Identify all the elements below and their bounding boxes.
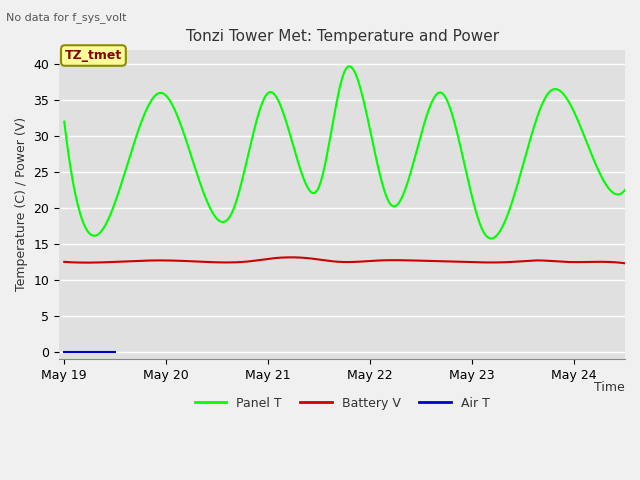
Text: Time: Time bbox=[595, 381, 625, 394]
Text: TZ_tmet: TZ_tmet bbox=[65, 49, 122, 62]
Text: No data for f_sys_volt: No data for f_sys_volt bbox=[6, 12, 127, 23]
Title: Tonzi Tower Met: Temperature and Power: Tonzi Tower Met: Temperature and Power bbox=[186, 29, 499, 44]
Y-axis label: Temperature (C) / Power (V): Temperature (C) / Power (V) bbox=[15, 117, 28, 291]
Legend: Panel T, Battery V, Air T: Panel T, Battery V, Air T bbox=[190, 392, 494, 415]
